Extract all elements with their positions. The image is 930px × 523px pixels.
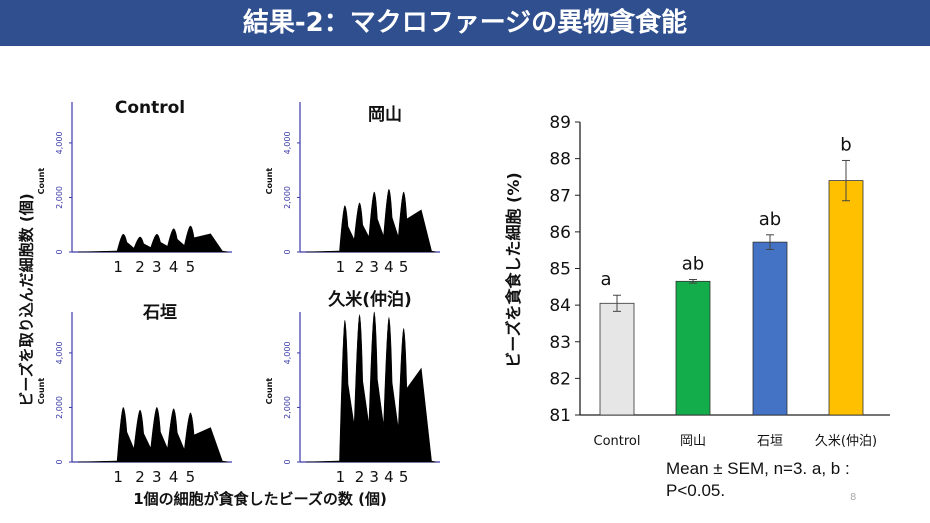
histogram-count-label: Count [37, 378, 46, 405]
histogram-y-tick-label: 4,000 [55, 341, 64, 364]
histogram-y-tick-label: 2,000 [283, 396, 292, 419]
histogram-x-tick-label: 3 [369, 258, 379, 276]
significance-letter: ab [759, 209, 781, 230]
bar [752, 241, 788, 416]
histogram-y-tick-label: 0 [283, 249, 292, 254]
histogram-x-tick-label: 2 [355, 258, 365, 276]
histogram-x-tick-label: 1 [113, 468, 123, 486]
bar-category-label: Control [594, 434, 641, 449]
statistics-note-line2: P<0.05. [666, 481, 726, 500]
histogram-y-tick-label: 0 [55, 459, 64, 464]
histogram-distribution [305, 311, 437, 463]
bar-y-tick-label: 83 [549, 333, 571, 353]
histogram-x-tick-label: 5 [186, 468, 196, 486]
histogram-x-tick-label: 2 [135, 258, 145, 276]
bar-category-label: 久米(仲泊) [815, 434, 877, 449]
histogram-title: 久米(仲泊) [328, 289, 412, 310]
bar-y-tick-label: 82 [549, 369, 571, 389]
histogram-x-tick-label: 1 [336, 468, 346, 486]
statistics-note: Mean ± SEM, n=3. a, b : P<0.05. [666, 458, 906, 502]
histogram-y-tick-label: 2,000 [55, 186, 64, 209]
histogram-x-tick-label: 4 [384, 258, 394, 276]
histogram-y-tick-label: 4,000 [283, 131, 292, 154]
bar-y-tick-label: 87 [549, 186, 571, 206]
histogram-x-tick-label: 5 [399, 468, 409, 486]
histogram-distribution [77, 225, 229, 253]
histogram-y-tick-label: 2,000 [283, 186, 292, 209]
histogram-x-tick-label: 3 [152, 258, 162, 276]
histogram-count-label: Count [37, 168, 46, 195]
bar-y-tick-label: 85 [549, 260, 571, 280]
histogram-distribution [305, 188, 437, 253]
histogram-x-tick-label: 4 [169, 258, 179, 276]
histogram-x-tick-label: 3 [369, 468, 379, 486]
histogram-panel: Control 0 2,000 4,000 Count 1 2 3 4 5 [37, 98, 232, 276]
histogram-title: 岡山 [368, 105, 402, 125]
histogram-panel: 石垣 0 2,000 4,000 Count 1 2 3 4 5 [37, 303, 232, 486]
title-bar: 結果-2：マクロファージの異物貪食能 [0, 0, 930, 46]
bar-y-tick-label: 86 [549, 223, 571, 243]
bar-y-tick-label: 84 [549, 296, 571, 316]
histogram-y-tick-label: 0 [55, 249, 64, 254]
histogram-title: 石垣 [142, 303, 177, 323]
histogram-x-tick-label: 4 [169, 468, 179, 486]
histogram-title: Control [115, 98, 185, 118]
histogram-panel: 岡山 0 2,000 4,000 Count 1 2 3 4 5 [265, 102, 440, 276]
bar [675, 280, 711, 416]
histogram-x-tick-label: 2 [135, 468, 145, 486]
bar-category-label: 岡山 [680, 434, 706, 449]
bar [599, 302, 635, 416]
histogram-y-tick-label: 4,000 [55, 131, 64, 154]
bar-y-tick-label: 89 [549, 113, 571, 133]
bar-category-label: 石垣 [757, 434, 783, 449]
histogram-x-tick-label: 4 [384, 468, 394, 486]
significance-letter: b [840, 134, 851, 155]
bar-y-tick-label: 88 [549, 150, 571, 170]
histogram-y-tick-label: 4,000 [283, 341, 292, 364]
bar-y-tick-label: 81 [549, 406, 571, 426]
histogram-x-tick-label: 1 [113, 258, 123, 276]
histogram-x-tick-label: 2 [355, 468, 365, 486]
histogram-x-tick-label: 3 [152, 468, 162, 486]
page-number: 8 [850, 492, 857, 503]
histogram-x-tick-label: 5 [186, 258, 196, 276]
histogram-x-tick-label: 1 [336, 258, 346, 276]
significance-letter: ab [682, 253, 704, 274]
significance-letter: a [600, 269, 611, 290]
bar [828, 180, 864, 416]
histogram-count-label: Count [265, 168, 274, 195]
histogram-x-axis-title: 1個の細胞が貪食したビーズの数 (個) [133, 490, 387, 508]
statistics-note-line1: Mean ± SEM, n=3. a, b : [666, 459, 850, 478]
histogram-y-tick-label: 2,000 [55, 396, 64, 419]
histogram-panel: 久米(仲泊) 0 2,000 4,000 Count 1 2 3 4 5 [265, 289, 440, 486]
histogram-count-label: Count [265, 378, 274, 405]
histogram-distribution [77, 407, 229, 463]
histogram-y-tick-label: 0 [283, 459, 292, 464]
slide-title: 結果-2：マクロファージの異物貪食能 [242, 8, 688, 38]
bar-chart: 81 82 83 84 85 86 87 88 89 a Control ab 岡山 ab 石垣 b 久米(仲泊… [549, 113, 890, 449]
histogram-x-tick-label: 5 [399, 258, 409, 276]
